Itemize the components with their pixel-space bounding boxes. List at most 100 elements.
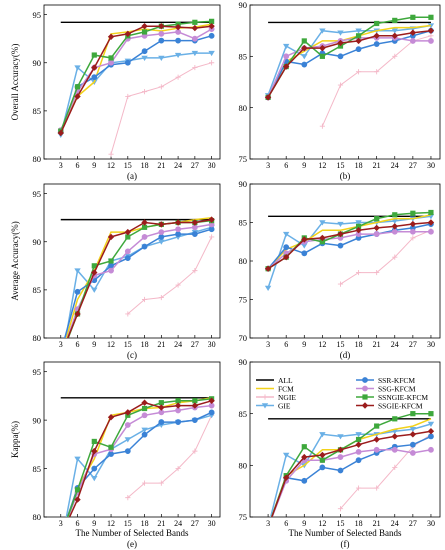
x-tick-label: 21 [373, 161, 381, 170]
x-tick-label: 30 [208, 519, 216, 528]
chart-panel-c: 80 85 90 95 3 6 9 12 15 18 21 24 27 30 Average Accurac… [10, 183, 221, 360]
data-point-ssr [409, 441, 416, 448]
data-point-ssr [141, 431, 148, 438]
series-line-ssgie [267, 221, 432, 270]
data-point-ssngie [319, 457, 325, 463]
data-point-ssngie [125, 234, 131, 240]
y-tick-label: 85 [239, 409, 248, 419]
series-fcm [65, 216, 212, 338]
y-tick-label: 85 [33, 285, 42, 295]
data-point-ngie [337, 281, 344, 287]
legend-label-all: ALL [278, 376, 293, 385]
data-point-ngie [319, 123, 325, 129]
data-point-ssr [355, 457, 362, 464]
data-point-ssg [337, 454, 344, 460]
plot-series [264, 209, 435, 291]
data-point-ssgie [337, 230, 344, 238]
series-fcm [267, 214, 432, 270]
data-point-ssr [191, 231, 198, 237]
y-tick-label: 90 [33, 237, 42, 247]
x-axis-label: The Number of Selected Bands [76, 528, 189, 538]
data-point-gie [391, 28, 398, 34]
data-point-ssg [141, 234, 148, 240]
data-point-gie [355, 28, 362, 34]
plot-area-frame [249, 183, 441, 339]
series-line-ssg [60, 28, 212, 131]
data-point-ngie [192, 64, 198, 71]
data-point-ngie [158, 294, 164, 301]
data-point-gie [141, 55, 148, 61]
data-point-ssgie [301, 236, 308, 243]
chart-panel-e: 80 85 90 95 3 6 9 12 15 18 21 24 27 30 Kappa(%) The Num… [10, 361, 221, 549]
data-point-ssg [409, 228, 416, 235]
data-point-ssngie [91, 263, 97, 269]
data-point-gie [355, 220, 362, 226]
x-tick-label: 30 [427, 519, 435, 528]
data-point-ssgie [319, 451, 326, 459]
y-tick-label: 85 [239, 218, 248, 228]
data-point-ssgie [355, 37, 362, 45]
series-line-ssr [66, 411, 212, 517]
x-tick-label: 27 [409, 340, 417, 349]
data-point-ssngie [175, 398, 181, 404]
data-point-ssgie [409, 29, 417, 36]
data-point-ssgie [58, 352, 64, 358]
series-line-gie [267, 24, 432, 96]
data-point-ssgie [391, 32, 398, 39]
plot-series [58, 216, 215, 358]
data-point-ssr [74, 288, 81, 295]
data-point-ssngie [392, 212, 398, 218]
data-point-gie [355, 432, 362, 438]
series-line-ssr [267, 29, 432, 98]
data-point-ssgie [337, 39, 344, 47]
data-point-ssgie [208, 22, 215, 30]
data-point-ssgie [91, 64, 98, 71]
data-point-ssgie [409, 431, 417, 438]
data-point-ssngie [410, 14, 416, 20]
x-tick-label: 12 [107, 161, 115, 170]
data-point-ssr [175, 37, 181, 44]
series-line-gie [60, 52, 212, 136]
x-tick-label: 6 [76, 161, 80, 170]
series-line-ssg [271, 449, 432, 517]
data-point-ssr [373, 41, 380, 47]
x-tick-label: 15 [124, 340, 132, 349]
data-point-ssgie [107, 233, 115, 241]
series-line-ngie [127, 415, 213, 498]
series-ssgie [271, 428, 435, 517]
x-tick-label: 6 [76, 340, 80, 349]
data-point-ssgie [208, 397, 215, 404]
x-tick-label: 3 [266, 161, 270, 170]
data-point-ssr [208, 32, 215, 39]
y-tick-label: 85 [239, 52, 248, 62]
y-tick-label: 80 [239, 461, 248, 471]
data-point-ssr [175, 231, 181, 237]
x-tick-label: 12 [318, 161, 326, 170]
data-point-ssgie [301, 44, 308, 52]
data-point-ssngie [192, 19, 198, 25]
y-axis-label: Kappa(%) [10, 421, 20, 458]
data-point-ssngie [392, 416, 398, 422]
chart-panel-b: 75 80 85 90 3 6 9 12 15 18 21 24 27 30 (b) [239, 0, 441, 181]
data-point-ssngie [141, 29, 148, 35]
legend-label-ssgie: SSGIE-KFCM [378, 401, 423, 410]
data-point-ssngie [58, 534, 63, 539]
panels: 80 85 90 95 3 6 9 12 15 18 21 24 27 30 Overall Accurac… [10, 0, 441, 549]
y-axis-label: Average Accuracy(%) [10, 221, 20, 301]
data-point-ssngie [410, 210, 416, 216]
data-point-ssgie [141, 219, 148, 226]
chart-panel-d: 70 75 80 85 90 3 6 9 12 15 18 21 24 27 30 (d) [239, 179, 441, 360]
legend-marker-ssg [362, 385, 368, 392]
data-point-ngie [392, 53, 398, 59]
data-point-ssgie [355, 227, 362, 234]
legend-label-gie: GIE [278, 401, 291, 410]
x-tick-label: 30 [427, 161, 435, 170]
x-tick-label: 9 [92, 161, 96, 170]
data-point-ssr [58, 350, 63, 355]
data-point-gie [319, 432, 326, 438]
x-tick-label: 9 [302, 340, 306, 349]
data-point-ssgie [264, 94, 272, 101]
series-line-fcm [267, 214, 432, 270]
plot-series [57, 18, 215, 157]
x-tick-label: 15 [336, 161, 344, 170]
